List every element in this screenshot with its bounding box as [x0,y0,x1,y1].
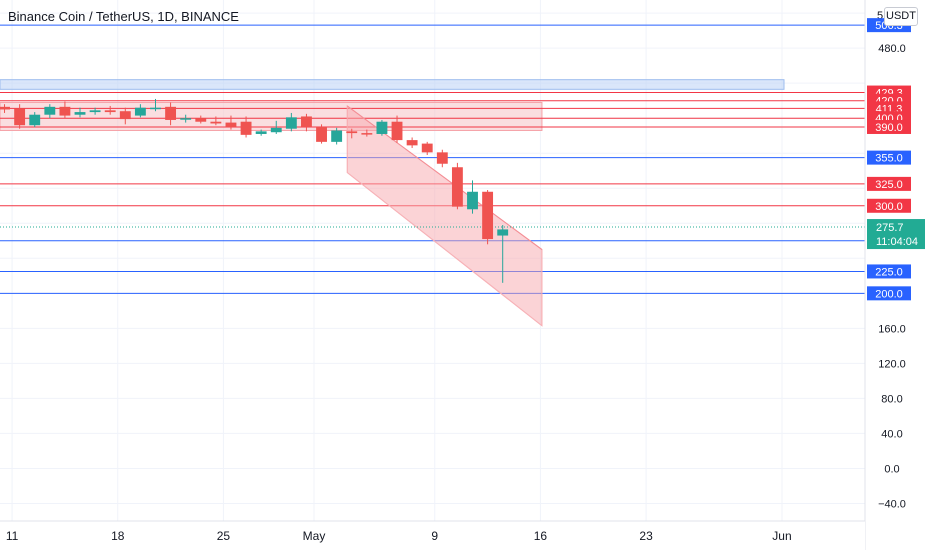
time-tick-label: 23 [639,529,653,543]
descending-channel [346,104,543,327]
price-tick-label: 480.0 [878,43,906,55]
candle-body[interactable] [210,121,222,124]
candle-body[interactable] [270,127,282,133]
candle-body[interactable] [436,152,448,164]
level-label-bg [867,264,911,279]
candle-body[interactable] [285,117,297,129]
candle-body[interactable] [119,111,131,120]
candle-body[interactable] [104,110,116,113]
time-tick-label: 16 [534,529,548,543]
candle-body[interactable] [316,126,327,142]
level-label-bg [867,150,911,165]
candle-body[interactable] [44,106,56,115]
channel-lower-line [346,172,543,327]
candle-body[interactable] [361,133,373,135]
candle-body[interactable] [195,118,207,122]
candle-body[interactable] [225,122,237,127]
time-tick-label: 18 [111,529,125,543]
level-label: 325.0 [875,179,903,191]
candle-body[interactable] [301,116,312,127]
countdown-label: 11:04:04 [876,236,918,248]
price-tick-label-partial: 5 [877,10,883,22]
level-label: 300.0 [875,201,903,213]
candle-body[interactable] [59,106,71,116]
price-tick-label: 40.0 [881,428,902,440]
candle-body[interactable] [391,121,403,141]
candle-body[interactable] [406,140,418,146]
candle-body[interactable] [421,143,433,153]
candle-body[interactable] [0,106,10,110]
candle-body[interactable] [482,191,494,240]
last-price-label: 275.7 [876,222,904,234]
level-label: 390.0 [875,122,903,134]
candle-body[interactable] [150,107,161,110]
level-label-bg [867,198,911,213]
level-label-bg [867,119,911,134]
candle-body[interactable] [255,131,267,134]
level-label-bg [867,176,911,191]
candle-body[interactable] [14,108,26,126]
candle-body[interactable] [451,167,463,207]
candle-body[interactable] [467,191,478,210]
level-label: 225.0 [875,266,903,278]
time-tick-label: 9 [431,529,438,543]
time-tick-label: 11 [6,529,19,543]
currency-button[interactable]: USDT [884,7,918,26]
candle-body[interactable] [346,131,358,134]
candle-body[interactable] [331,130,343,142]
time-tick-label: 25 [217,529,231,543]
candle-body[interactable] [89,110,101,113]
level-label: 200.0 [875,288,903,300]
candle-body[interactable] [497,229,509,236]
time-tick-label: Jun [772,529,791,543]
zone-red [0,101,543,131]
zone-blue [0,79,785,90]
last-price-label-bg [867,219,925,250]
price-tick-label: 80.0 [881,393,902,405]
level-label-bg [867,286,911,301]
price-tick-label: 120.0 [878,358,906,370]
level-label: 355.0 [875,153,903,165]
symbol-title: Binance Coin / TetherUS, 1D, BINANCE [8,9,239,24]
candle-body[interactable] [134,107,146,116]
price-tick-label: 0.0 [884,463,899,475]
candle-body[interactable] [165,106,177,120]
candle-body[interactable] [376,121,388,134]
price-tick-label: −40.0 [878,498,906,510]
candle-body[interactable] [29,114,41,126]
candle-body[interactable] [74,112,86,115]
time-axis[interactable] [0,521,865,550]
time-tick-label: May [303,529,326,543]
candle-body[interactable] [180,118,192,120]
price-tick-label: 160.0 [878,323,906,335]
candle-body[interactable] [240,121,252,135]
